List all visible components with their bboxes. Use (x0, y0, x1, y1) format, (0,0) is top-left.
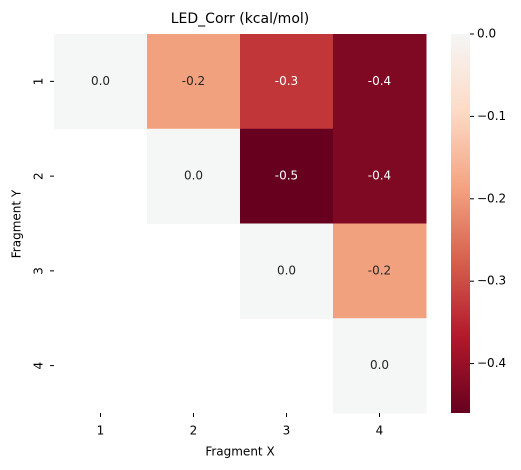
heatmap-cell (147, 34, 241, 130)
y-axis-label: Fragment Y (10, 189, 24, 258)
cell-value-label: 0.0 (277, 263, 296, 277)
heatmap-cell (333, 128, 427, 224)
heatmap-cell (54, 34, 148, 130)
chart-title: LED_Corr (kcal/mol) (171, 11, 310, 27)
cell-value-label: -0.2 (182, 74, 205, 88)
cell-value-label: 0.0 (91, 74, 110, 88)
heatmap-cell (333, 34, 427, 130)
colorbar-tick-label: −0.4 (477, 356, 506, 370)
cell-value-label: -0.3 (275, 74, 298, 88)
x-tick-label: 2 (190, 424, 198, 438)
x-tick-label: 4 (376, 424, 384, 438)
y-tick-label: 1 (32, 78, 46, 86)
colorbar-tick-label: 0.0 (477, 27, 496, 41)
y-tick-label: 4 (32, 362, 46, 370)
y-tick-label: 3 (32, 267, 46, 275)
x-axis-label: Fragment X (205, 445, 274, 459)
cell-value-label: 0.0 (370, 358, 389, 372)
heatmap-cell (147, 128, 241, 224)
cell-value-label: 0.0 (184, 169, 203, 183)
colorbar-tick-label: −0.2 (477, 191, 506, 205)
colorbar-tick-label: −0.3 (477, 274, 506, 288)
cell-value-label: -0.2 (368, 263, 391, 277)
x-tick-label: 3 (283, 424, 291, 438)
heatmap-cell (240, 223, 334, 319)
colorbar-tick-label: −0.1 (477, 109, 506, 123)
heatmap-cell (333, 223, 427, 319)
y-tick-label: 2 (32, 172, 46, 180)
colorbar (451, 34, 470, 413)
cell-value-label: -0.4 (368, 74, 391, 88)
cell-value-label: -0.4 (368, 169, 391, 183)
cell-value-label: -0.5 (275, 169, 298, 183)
heatmap-cell (240, 34, 334, 130)
x-tick-label: 1 (97, 424, 105, 438)
heatmap-cell (240, 128, 334, 224)
heatmap-cell (333, 318, 427, 414)
